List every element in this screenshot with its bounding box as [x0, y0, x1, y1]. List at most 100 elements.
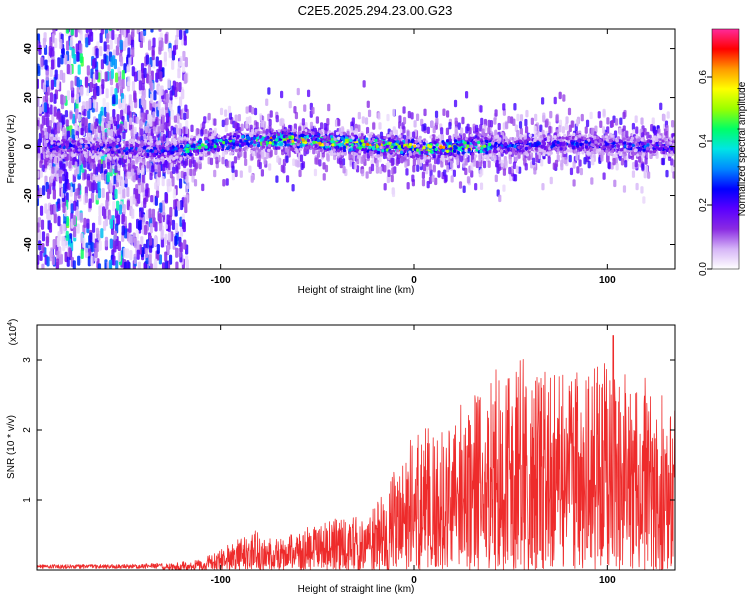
- heatmap-cell: [112, 94, 116, 105]
- heatmap-cell: [597, 111, 601, 119]
- heatmap-cell: [165, 112, 170, 124]
- heatmap-cell: [84, 192, 89, 204]
- heatmap-cell: [234, 114, 238, 122]
- heatmap-cell: [665, 124, 669, 133]
- heatmap-cell: [172, 45, 177, 56]
- heatmap-cell: [435, 117, 439, 126]
- heatmap-cell: [125, 147, 129, 151]
- heatmap-cell: [154, 195, 158, 206]
- heatmap-cell: [453, 139, 458, 143]
- heatmap-cell: [103, 41, 107, 52]
- heatmap-cell: [251, 106, 255, 115]
- heatmap-cell: [147, 64, 152, 75]
- heatmap-cell: [57, 216, 61, 227]
- heatmap-cell: [178, 178, 183, 189]
- heatmap-cell: [411, 174, 415, 183]
- heatmap-cell: [405, 168, 409, 176]
- heatmap-cell: [101, 187, 105, 199]
- heatmap-cell: [548, 125, 552, 134]
- heatmap-cell: [127, 105, 131, 116]
- heatmap-cell: [71, 128, 75, 140]
- heatmap-cell: [136, 167, 141, 176]
- heatmap-cell: [102, 138, 106, 142]
- heatmap-cell: [222, 179, 226, 187]
- heatmap-cell: [110, 86, 114, 97]
- heatmap-cell: [335, 131, 340, 136]
- heatmap-cell: [386, 134, 391, 138]
- heatmap-cell: [160, 229, 164, 240]
- heatmap-cell: [515, 165, 519, 174]
- heatmap-cell: [153, 90, 157, 101]
- heatmap-cell: [243, 146, 247, 151]
- heatmap-cell: [533, 167, 537, 175]
- heatmap-cell: [37, 63, 40, 74]
- heatmap-cell: [221, 156, 225, 165]
- heatmap-cell: [622, 111, 626, 120]
- heatmap-cell: [173, 141, 177, 145]
- heatmap-cell: [280, 90, 284, 99]
- heatmap-cell: [136, 240, 140, 251]
- heatmap-cell: [51, 46, 55, 57]
- heatmap-cell: [91, 222, 96, 233]
- heatmap-cell: [276, 132, 281, 137]
- heatmap-cell: [494, 109, 498, 117]
- heatmap-cell: [175, 247, 179, 258]
- heatmap-cell: [148, 208, 152, 219]
- heatmap-cell: [59, 254, 63, 265]
- heatmap-cell: [104, 71, 108, 82]
- heatmap-cell: [110, 174, 114, 185]
- heatmap-cell: [644, 157, 648, 165]
- heatmap-cell: [175, 81, 179, 92]
- heatmap-cell: [360, 156, 364, 164]
- heatmap-cell: [410, 112, 414, 120]
- heatmap-cell: [296, 87, 300, 96]
- heatmap-cell: [95, 48, 99, 59]
- heatmap-cell: [111, 29, 115, 41]
- heatmap-cell: [133, 152, 137, 156]
- heatmap-cell: [580, 113, 584, 122]
- heatmap-cell: [150, 93, 154, 104]
- heatmap-cell: [306, 138, 310, 143]
- heatmap-cell: [407, 110, 411, 119]
- heatmap-cell: [66, 40, 70, 51]
- heatmap-cell: [121, 225, 125, 236]
- heatmap-cell: [64, 54, 68, 65]
- heatmap-cell: [69, 111, 73, 119]
- heatmap-cell: [392, 126, 396, 134]
- heatmap-cell: [111, 185, 116, 196]
- heatmap-cell: [41, 242, 45, 254]
- heatmap-cell: [57, 203, 61, 211]
- heatmap-cell: [75, 188, 79, 196]
- heatmap-cell: [97, 163, 101, 171]
- heatmap-cell: [572, 161, 576, 169]
- heatmap-cell: [129, 117, 133, 125]
- heatmap-cell: [97, 174, 101, 182]
- heatmap-cell: [164, 193, 169, 204]
- heatmap-cell: [342, 148, 347, 153]
- heatmap-cell: [601, 126, 606, 134]
- heatmap-cell: [594, 125, 598, 133]
- heatmap-cell: [442, 108, 446, 116]
- heatmap-cell: [154, 258, 158, 269]
- heatmap-cell: [434, 177, 438, 186]
- heatmap-cell: [156, 243, 160, 255]
- heatmap-cell: [269, 149, 273, 158]
- heatmap-cell: [562, 94, 566, 102]
- heatmap-cell: [126, 29, 130, 34]
- heatmap-cell: [641, 163, 645, 171]
- heatmap-cell: [172, 188, 177, 199]
- heatmap-cell: [186, 181, 190, 190]
- heatmap-cell: [65, 119, 69, 127]
- heatmap-cell: [53, 93, 57, 104]
- heatmap-cell: [576, 166, 580, 174]
- heatmap-cell: [65, 215, 69, 227]
- heatmap-cell: [237, 114, 241, 122]
- heatmap-cell: [185, 137, 190, 141]
- heatmap-cell: [221, 150, 226, 158]
- heatmap-cell: [37, 222, 40, 233]
- heatmap-cell: [72, 215, 77, 226]
- heatmap-cell: [39, 205, 44, 216]
- heatmap-cell: [372, 122, 376, 130]
- heatmap-cell: [442, 141, 446, 146]
- heatmap-cell: [161, 262, 166, 269]
